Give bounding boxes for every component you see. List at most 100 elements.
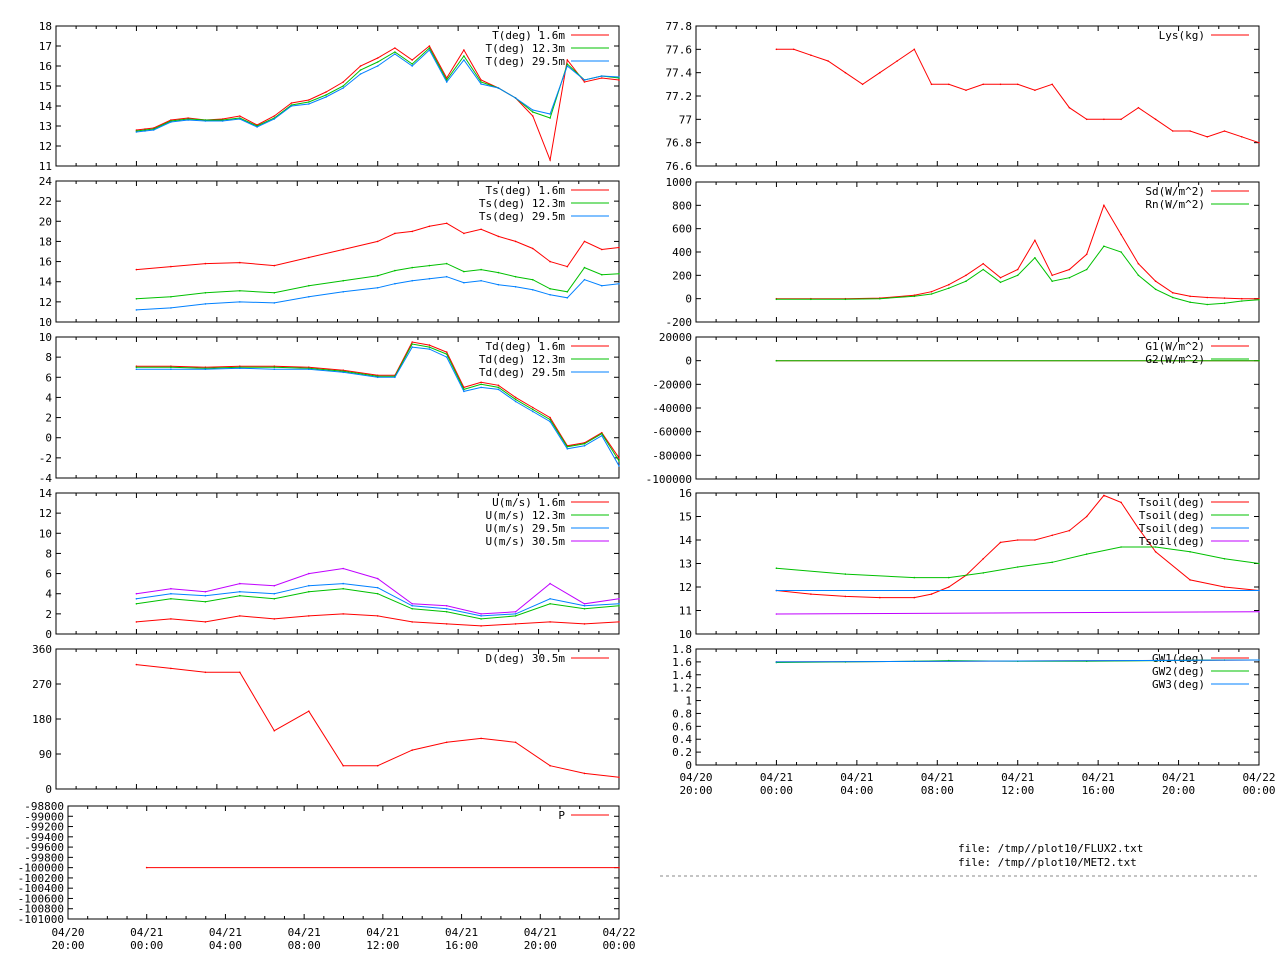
data-point — [1206, 296, 1209, 299]
data-point — [583, 605, 586, 607]
x-tick-time: 16:00 — [445, 939, 478, 952]
data-point — [480, 386, 482, 389]
data-point — [1051, 561, 1053, 564]
y-tick-label: 13 — [679, 558, 692, 571]
legend-label: T(deg) 12.3m — [486, 42, 566, 55]
data-point — [480, 228, 482, 231]
data-point — [1258, 359, 1260, 362]
legend-label: Lys(kg) — [1159, 29, 1205, 42]
data-point — [480, 613, 482, 615]
data-point — [1068, 106, 1071, 109]
data-point — [376, 376, 379, 379]
data-point — [1016, 539, 1019, 541]
data-point — [239, 671, 241, 674]
data-point — [532, 410, 534, 413]
y-tick-label: 0.2 — [672, 746, 692, 759]
data-point — [514, 623, 517, 625]
data-point — [549, 603, 551, 605]
data-point — [204, 368, 207, 371]
data-point — [273, 598, 276, 600]
data-point — [601, 284, 603, 287]
data-point — [308, 368, 310, 371]
y-tick-label: 76.8 — [666, 137, 693, 150]
data-point — [775, 298, 778, 301]
data-point — [1154, 118, 1157, 121]
data-point — [308, 101, 310, 103]
data-point — [532, 115, 534, 117]
x-tick-time: 20:00 — [51, 939, 84, 952]
y-tick-label: 400 — [672, 246, 692, 259]
legend-label: P — [558, 809, 565, 822]
data-point — [1034, 89, 1036, 91]
data-point — [1051, 83, 1053, 86]
legend-label: Tsoil(deg) — [1139, 509, 1205, 522]
data-point — [601, 248, 603, 251]
data-point — [514, 286, 517, 288]
data-point — [1137, 527, 1140, 530]
data-point — [376, 287, 379, 289]
data-point — [445, 81, 448, 83]
data-point — [342, 764, 345, 767]
data-point — [1085, 268, 1088, 271]
y-tick-label: 1000 — [666, 176, 693, 189]
data-point — [1034, 239, 1036, 242]
data-point — [1103, 494, 1105, 497]
data-point — [170, 618, 172, 620]
data-point — [428, 348, 431, 350]
x-tick-date: 04/21 — [130, 926, 163, 939]
legend-label: T(deg) 1.6m — [492, 29, 565, 42]
data-point — [1051, 274, 1053, 277]
data-point — [445, 356, 448, 358]
data-point — [618, 605, 620, 607]
data-point — [170, 296, 172, 298]
y-tick-label: 13 — [39, 120, 52, 133]
data-point — [1103, 118, 1105, 121]
data-point — [376, 586, 379, 589]
data-point — [1085, 553, 1088, 555]
data-point — [135, 592, 138, 595]
data-point — [1258, 610, 1260, 613]
data-point — [514, 398, 517, 401]
data-point — [965, 280, 967, 283]
data-point — [308, 590, 310, 593]
data-point — [411, 279, 414, 282]
y-tick-label: 14 — [39, 276, 53, 289]
data-point — [308, 99, 310, 101]
data-point — [256, 126, 258, 128]
data-point — [549, 420, 551, 423]
data-point — [930, 293, 933, 295]
y-tick-label: 360 — [32, 643, 52, 656]
data-point — [497, 388, 500, 391]
data-point — [204, 594, 207, 597]
data-point — [428, 45, 431, 47]
data-point — [982, 572, 984, 574]
data-point — [1085, 515, 1088, 518]
legend-label: Rn(W/m^2) — [1145, 198, 1205, 211]
data-point — [999, 281, 1002, 284]
data-point — [290, 102, 293, 104]
y-tick-label: -20000 — [652, 378, 692, 391]
y-tick-label: 12 — [39, 507, 52, 520]
legend-label: GW2(deg) — [1152, 665, 1205, 678]
y-tick-label: 77.4 — [666, 67, 693, 80]
data-point — [583, 278, 586, 281]
series-line-tsoil-1 — [776, 546, 1260, 579]
data-point — [583, 608, 586, 610]
data-point — [239, 261, 241, 264]
panel-g: -100000 -80000 -60000 -40000 -20000 0 20000 G1(… — [646, 331, 1260, 486]
data-point — [601, 434, 603, 437]
data-point — [411, 608, 414, 610]
data-point — [152, 129, 155, 131]
series-line-ts-1 — [136, 263, 620, 300]
data-point — [1120, 118, 1122, 121]
data-point — [204, 671, 207, 674]
data-point — [273, 292, 276, 294]
data-point — [342, 248, 345, 251]
y-tick-label: 76.6 — [666, 160, 693, 173]
data-point — [411, 605, 414, 607]
data-point — [1172, 130, 1174, 132]
data-point — [827, 60, 829, 62]
data-point — [359, 65, 362, 67]
panel-d: 0 90 180 270 360 D(deg) 30.5m — [32, 643, 620, 796]
data-point — [1120, 546, 1122, 548]
